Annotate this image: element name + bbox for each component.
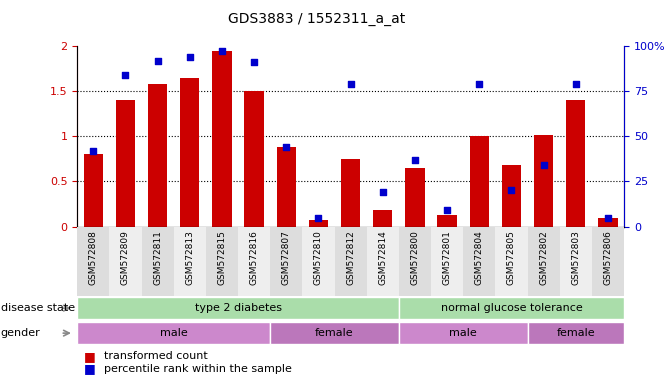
Text: GDS3883 / 1552311_a_at: GDS3883 / 1552311_a_at xyxy=(228,12,406,25)
Text: GSM572816: GSM572816 xyxy=(250,230,258,285)
Text: type 2 diabetes: type 2 diabetes xyxy=(195,303,282,313)
Bar xyxy=(244,91,264,227)
Bar xyxy=(366,227,399,296)
Text: GSM572804: GSM572804 xyxy=(475,230,484,285)
Text: GSM572805: GSM572805 xyxy=(507,230,516,285)
Point xyxy=(281,144,292,150)
Bar xyxy=(116,100,135,227)
Point xyxy=(313,214,324,220)
Text: ■: ■ xyxy=(84,362,96,375)
Bar xyxy=(437,215,457,227)
Text: GSM572803: GSM572803 xyxy=(571,230,580,285)
Bar xyxy=(270,227,303,296)
Bar xyxy=(592,227,624,296)
Point xyxy=(570,81,581,87)
Point xyxy=(346,81,356,87)
Text: female: female xyxy=(315,328,354,338)
Point xyxy=(409,157,420,163)
Bar xyxy=(405,168,425,227)
Bar xyxy=(174,227,206,296)
Bar xyxy=(566,100,585,227)
Bar xyxy=(373,210,393,227)
Point xyxy=(603,214,613,220)
Text: male: male xyxy=(450,328,477,338)
Text: GSM572811: GSM572811 xyxy=(153,230,162,285)
Bar xyxy=(470,136,489,227)
Text: ■: ■ xyxy=(84,350,96,363)
Bar xyxy=(399,227,431,296)
Text: percentile rank within the sample: percentile rank within the sample xyxy=(104,364,292,374)
Text: normal glucose tolerance: normal glucose tolerance xyxy=(441,303,582,313)
Bar xyxy=(463,227,495,296)
Bar xyxy=(109,227,142,296)
Point xyxy=(217,48,227,55)
Text: GSM572809: GSM572809 xyxy=(121,230,130,285)
Bar xyxy=(399,297,624,319)
Bar xyxy=(399,322,527,344)
Bar xyxy=(599,217,617,227)
Bar xyxy=(77,297,399,319)
Text: male: male xyxy=(160,328,188,338)
Text: GSM572807: GSM572807 xyxy=(282,230,291,285)
Text: GSM572813: GSM572813 xyxy=(185,230,195,285)
Text: GSM572801: GSM572801 xyxy=(443,230,452,285)
Bar xyxy=(238,227,270,296)
Bar xyxy=(527,322,624,344)
Point xyxy=(377,189,388,195)
Point xyxy=(249,59,260,65)
Bar xyxy=(212,51,231,227)
Bar xyxy=(309,220,328,227)
Text: disease state: disease state xyxy=(1,303,74,313)
Bar xyxy=(527,227,560,296)
Text: GSM572802: GSM572802 xyxy=(539,230,548,285)
Bar xyxy=(303,227,335,296)
Point xyxy=(185,54,195,60)
Point xyxy=(88,148,99,154)
Bar xyxy=(148,84,167,227)
Text: gender: gender xyxy=(1,328,40,338)
Point xyxy=(152,58,163,64)
Point xyxy=(538,162,549,168)
Text: GSM572814: GSM572814 xyxy=(378,230,387,285)
Point xyxy=(506,187,517,194)
Bar xyxy=(335,227,366,296)
Bar xyxy=(276,147,296,227)
Point xyxy=(442,207,452,214)
Bar xyxy=(560,227,592,296)
Bar xyxy=(495,227,527,296)
Bar xyxy=(431,227,463,296)
Text: GSM572806: GSM572806 xyxy=(603,230,613,285)
Text: GSM572815: GSM572815 xyxy=(217,230,226,285)
Point xyxy=(120,72,131,78)
Bar xyxy=(534,134,554,227)
Text: GSM572812: GSM572812 xyxy=(346,230,355,285)
Point xyxy=(474,81,484,87)
Text: transformed count: transformed count xyxy=(104,351,208,361)
Bar xyxy=(180,78,199,227)
Bar xyxy=(142,227,174,296)
Bar xyxy=(77,227,109,296)
Text: GSM572808: GSM572808 xyxy=(89,230,98,285)
Text: GSM572810: GSM572810 xyxy=(314,230,323,285)
Bar xyxy=(341,159,360,227)
Bar xyxy=(502,165,521,227)
Bar xyxy=(206,227,238,296)
Text: female: female xyxy=(556,328,595,338)
Bar xyxy=(270,322,399,344)
Bar xyxy=(84,154,103,227)
Bar xyxy=(77,322,270,344)
Text: GSM572800: GSM572800 xyxy=(411,230,419,285)
